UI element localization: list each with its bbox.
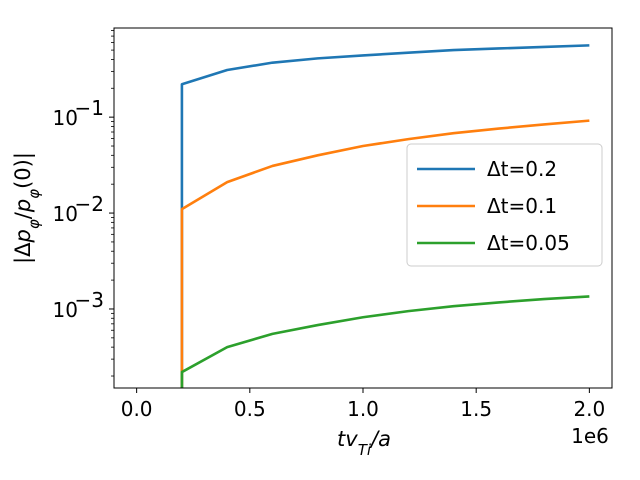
y-tick-label: 10 bbox=[53, 202, 78, 226]
x-tick-label: 0.0 bbox=[121, 397, 153, 421]
y-tick-exponent: −1 bbox=[75, 96, 104, 120]
plot-group bbox=[180, 44, 590, 388]
y-tick-exponent: −2 bbox=[75, 192, 104, 216]
series-line-1 bbox=[180, 119, 590, 388]
x-tick-label: 1.5 bbox=[460, 397, 492, 421]
y-axis-label: |Δpφ/pφ(0)| bbox=[11, 152, 43, 264]
y-tick-exponent: −3 bbox=[75, 288, 104, 312]
legend-box bbox=[406, 143, 603, 267]
y-tick-label: 10 bbox=[53, 106, 78, 130]
x-offset-label: 1e6 bbox=[571, 424, 609, 448]
series-line-0 bbox=[180, 44, 590, 388]
x-tick-label: 2.0 bbox=[573, 397, 605, 421]
x-axis-label-subscript: Ti bbox=[358, 441, 372, 459]
x-tick-label: 1.0 bbox=[347, 397, 379, 421]
axes-group: 0.0 0.5 1.0 1.5 2.010−310−210−1 bbox=[53, 27, 613, 421]
legend: Δt=0.2 Δt=0.1 Δt=0.05 bbox=[406, 143, 603, 267]
legend-label-2: Δt=0.05 bbox=[487, 231, 570, 255]
x-axis-label: tvTi/a bbox=[337, 427, 391, 459]
legend-label-1: Δt=0.1 bbox=[487, 194, 557, 218]
x-tick-label: 0.5 bbox=[234, 397, 266, 421]
legend-label-0: Δt=0.2 bbox=[487, 157, 557, 181]
y-tick-label: 10 bbox=[53, 298, 78, 322]
series-line-2 bbox=[180, 295, 590, 388]
